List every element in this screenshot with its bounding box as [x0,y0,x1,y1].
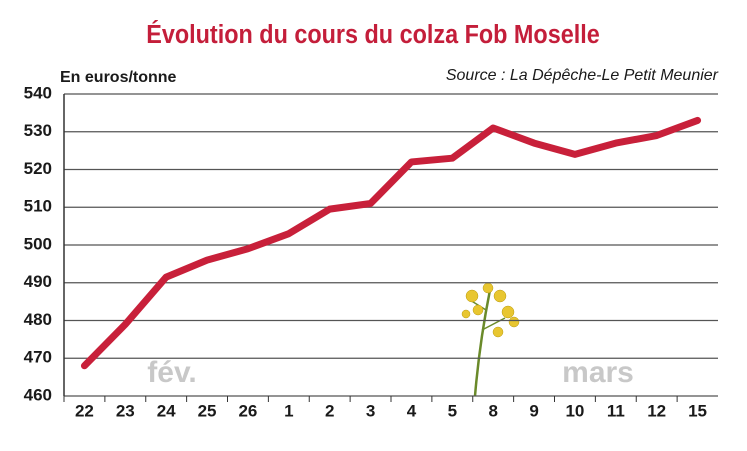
x-tick-label: 3 [366,401,375,420]
y-tick-label: 500 [24,234,52,253]
y-tick-label: 480 [24,310,52,329]
y-tick-label: 540 [24,83,52,102]
x-tick-label: 23 [116,401,135,420]
x-tick-label: 9 [529,401,538,420]
period-label: mars [562,356,634,389]
x-tick-label: 24 [157,401,176,420]
rapeseed-flower [461,282,520,397]
x-tick-label: 12 [647,401,666,420]
y-tick-label: 470 [24,348,52,367]
x-tick-label: 2 [325,401,334,420]
x-tick-label: 25 [198,401,217,420]
y-tick-label: 510 [24,197,52,216]
period-label: fév. [147,356,196,389]
y-axis-label: En euros/tonne [60,69,177,86]
x-tick-label: 5 [448,401,457,420]
source-note: Source : La Dépêche-Le Petit Meunier [446,67,719,84]
chart-title: Évolution du cours du colza Fob Moselle [146,20,599,49]
x-tick-label: 4 [407,401,417,420]
y-tick-label: 520 [24,159,52,178]
x-tick-label: 11 [607,401,625,420]
x-tick-label: 22 [75,401,94,420]
x-tick-label: 1 [284,401,293,420]
y-tick-label: 530 [24,121,52,140]
price-line [80,116,702,370]
x-tick-label: 8 [488,401,497,420]
x-tick-label: 15 [688,401,707,420]
y-tick-label: 460 [24,385,52,404]
y-tick-label: 490 [24,272,52,291]
x-tick-label: 10 [565,401,584,420]
x-tick-label: 26 [238,401,257,420]
